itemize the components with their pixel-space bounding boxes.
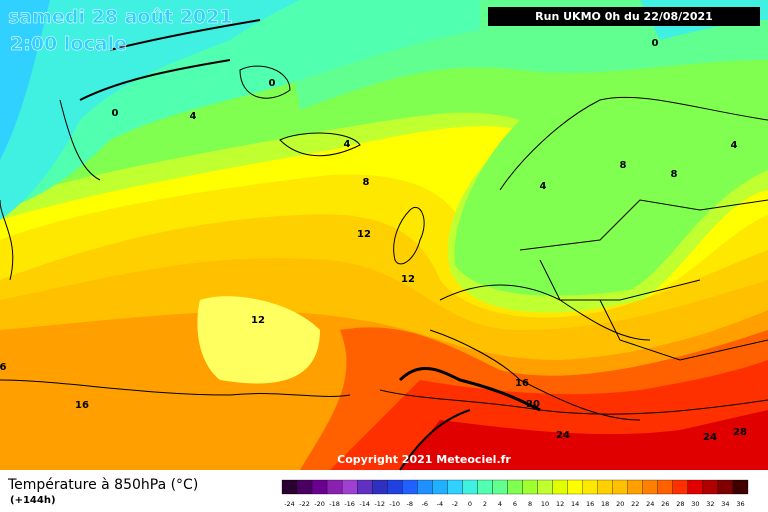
contour-label: 0 (269, 78, 276, 89)
scale-label: 18 (601, 500, 609, 508)
contour-label: 4 (540, 181, 547, 192)
scale-swatch (597, 479, 613, 495)
contour-label: 8 (671, 169, 678, 180)
scale-label: 26 (661, 500, 669, 508)
scale-label: -16 (344, 500, 355, 508)
scale-label: 24 (646, 500, 654, 508)
scale-swatch (522, 479, 538, 495)
date-label: samedi 28 août 2021 (8, 6, 233, 28)
scale-label: -22 (299, 500, 310, 508)
scale-swatch (477, 479, 493, 495)
contour-label: 0 (112, 108, 119, 119)
scale-swatch (672, 479, 689, 495)
scale-label: -2 (452, 500, 458, 508)
map: Run UKMO 0h du 22/08/2021 samedi 28 août… (0, 0, 768, 471)
contour-label: 8 (620, 160, 627, 171)
scale-label: -14 (359, 500, 370, 508)
scale-label: 0 (468, 500, 472, 508)
scale-label: 2 (483, 500, 487, 508)
scale-swatch (387, 479, 403, 495)
scale-label: 4 (498, 500, 502, 508)
run-info: Run UKMO 0h du 22/08/2021 (535, 10, 713, 23)
scale-label: 8 (528, 500, 532, 508)
scale-label: -8 (407, 500, 413, 508)
scale-label: -12 (374, 500, 385, 508)
contour-label: 16 (515, 378, 529, 389)
scale-swatch (492, 479, 508, 495)
scale-label: -4 (437, 500, 443, 508)
scale-swatch (612, 479, 628, 495)
scale-swatch (296, 479, 313, 495)
contour-label: 24 (556, 430, 570, 441)
scale-swatch (732, 479, 749, 495)
scale-swatch (447, 479, 463, 495)
legend-title: Température à 850hPa (°C) (7, 477, 198, 493)
scale-swatch (582, 479, 598, 495)
contour-label: 6 (0, 362, 7, 373)
scale-swatch (402, 479, 418, 495)
scale-swatch (507, 479, 523, 495)
contour-labels: 0 0 0 4 4 4 4 8 8 8 12 12 12 6 16 16 20 24 24 28 (0, 38, 747, 443)
scale-label: 20 (616, 500, 624, 508)
scale-swatch (552, 479, 568, 495)
scale-label: -18 (329, 500, 340, 508)
scale-label: 14 (571, 500, 579, 508)
scale-swatch (357, 479, 373, 495)
scale-swatch (642, 479, 658, 495)
contour-label: 12 (251, 315, 265, 326)
scale-label: -24 (284, 500, 295, 508)
contour-label: 12 (401, 274, 415, 285)
scale-label: 6 (513, 500, 517, 508)
scale-label: -20 (314, 500, 325, 508)
contour-label: 16 (75, 400, 89, 411)
scale-swatch (311, 479, 328, 495)
scale-swatch (341, 479, 358, 495)
contour-label: 8 (363, 177, 370, 188)
scale-label: 16 (586, 500, 594, 508)
contour-label: 4 (344, 139, 351, 150)
scale-label: 32 (706, 500, 714, 508)
contour-label: 4 (190, 111, 197, 122)
scale-swatch (702, 479, 719, 495)
scale-label: 12 (556, 500, 564, 508)
scale-swatch (567, 479, 583, 495)
copyright: Copyright 2021 Meteociel.fr (337, 453, 511, 466)
scale-swatch (657, 479, 673, 495)
scale-label: 22 (631, 500, 639, 508)
contour-label: 0 (652, 38, 659, 49)
scale-swatch (717, 479, 734, 495)
scale-swatch (372, 479, 388, 495)
legend-subtitle: (+144h) (10, 495, 56, 506)
scale-label: 10 (541, 500, 549, 508)
scale-swatch (326, 479, 343, 495)
scale-swatch (281, 479, 298, 495)
color-scale: -24 -22 -20 -18 -16 -14 -12 -10 -8 -6 -4 -2 0 2 4 6 8 10 1… (281, 479, 749, 508)
scale-label: -10 (389, 500, 400, 508)
contour-label: 20 (526, 399, 540, 410)
scale-swatch (687, 479, 704, 495)
scale-label: 34 (721, 500, 729, 508)
contour-label: 24 (703, 432, 717, 443)
contour-label: 4 (731, 140, 738, 151)
scale-label: 36 (736, 500, 744, 508)
scale-swatch (537, 479, 553, 495)
scale-label: 28 (676, 500, 684, 508)
scale-swatch (432, 479, 448, 495)
scale-swatch (462, 479, 478, 495)
scale-swatch (417, 479, 433, 495)
scale-label: 30 (691, 500, 699, 508)
time-label: 2:00 locale (10, 33, 127, 55)
scale-swatch (627, 479, 643, 495)
scale-label: -6 (422, 500, 428, 508)
contour-label: 12 (357, 229, 371, 240)
contour-label: 28 (733, 427, 747, 438)
